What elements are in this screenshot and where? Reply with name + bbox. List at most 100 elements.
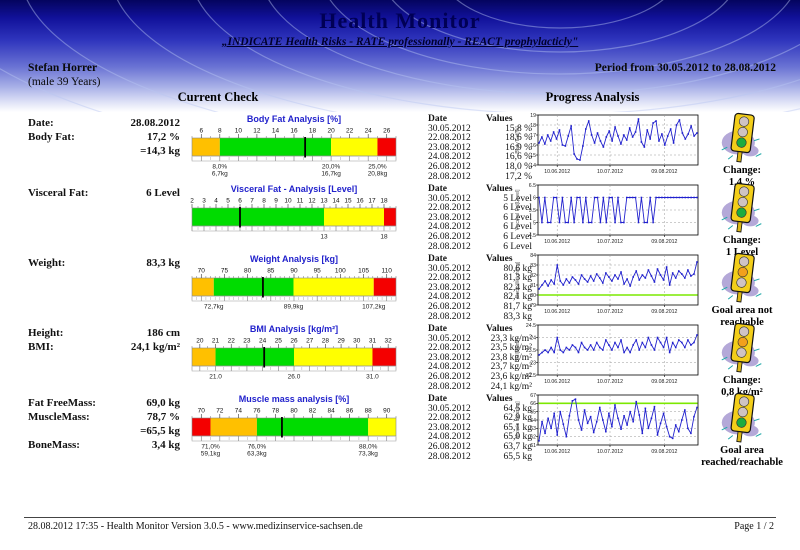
svg-text:100: 100	[335, 268, 346, 275]
values-table: Date Values 30.05.2012 5 Level 22.08.2012 6…	[428, 184, 532, 253]
traffic-light: Change: 0,8 kg/m²	[692, 322, 792, 398]
table-body: 30.05.2012 80,6 kg 22.08.2012 81,3 kg 23.08.…	[428, 263, 533, 323]
footer-divider	[24, 517, 776, 518]
table-header-values: Values	[486, 114, 513, 124]
progress-chart: 4.5 5 5.5 6 6.5 10.06.2012 10.07.2012 09.08.201…	[514, 183, 702, 251]
svg-text:90: 90	[290, 268, 298, 275]
table-cell-date: 30.05.2012	[428, 333, 471, 344]
table-header-date: Date	[428, 184, 447, 194]
svg-text:82: 82	[309, 408, 317, 415]
measure-value: 28.08.2012	[130, 117, 181, 129]
table-row: 23.08.2012 82,4 kg	[428, 282, 532, 294]
table-cell-date: 30.05.2012	[428, 123, 471, 134]
gauge-scale: 70 75 80 85 90 95 100 105 110 72,7kg 89,9kg 107,2kg	[191, 268, 397, 311]
table-cell-value: 23,6 kg/m²	[490, 371, 532, 382]
table-cell-date: 30.05.2012	[428, 403, 471, 414]
svg-text:6: 6	[533, 195, 536, 201]
table-cell-value: 81,3 kg	[503, 273, 533, 284]
measure-label: Height:	[28, 327, 64, 339]
svg-text:10.07.2012: 10.07.2012	[597, 449, 623, 455]
svg-text:30: 30	[353, 338, 361, 345]
table-row: 22.08.2012 18,6 %	[428, 134, 532, 144]
table-row: 23.08.2012 6 Level	[428, 212, 532, 224]
table-cell-date: 23.08.2012	[428, 352, 471, 363]
svg-text:7: 7	[250, 198, 254, 205]
gauge: Body Fat Analysis [%] 6 8 10 12 14 16 18 20 22 24…	[186, 114, 402, 177]
svg-text:74: 74	[235, 408, 243, 415]
svg-text:28: 28	[322, 338, 330, 345]
svg-text:26: 26	[383, 128, 391, 135]
svg-text:Muscle Mass[kg]: Muscle Mass[kg]	[515, 401, 521, 439]
svg-text:18: 18	[309, 128, 317, 135]
svg-text:80: 80	[290, 408, 298, 415]
svg-text:10.06.2012: 10.06.2012	[544, 309, 570, 315]
svg-text:17: 17	[530, 133, 536, 139]
traffic-light-caption: Goal area reached/reachable	[692, 445, 792, 468]
table-cell-date: 22.08.2012	[428, 343, 471, 354]
table-row: 26.08.2012 18,0 %	[428, 162, 532, 173]
svg-text:10: 10	[284, 198, 292, 205]
svg-text:64: 64	[530, 418, 536, 424]
table-row: 30.05.2012 23,3 kg/m²	[428, 333, 532, 345]
svg-text:20: 20	[196, 338, 204, 345]
table-row: 30.05.2012 5 Level	[428, 194, 532, 205]
traffic-light-caption-line: Goal area	[720, 445, 764, 456]
measure-value: 3,4 kg	[151, 439, 180, 451]
traffic-light-caption: Goal area not reachable	[692, 305, 792, 328]
svg-text:19: 19	[530, 113, 536, 119]
table-cell-value: 6 Level	[503, 231, 532, 242]
table-row: 30.05.2012 15,8 %	[428, 123, 532, 135]
header-arcs-decoration	[0, 0, 800, 112]
table-cell-value: 6 Level	[503, 212, 532, 223]
table-header-values: Values	[486, 324, 513, 334]
gauge-title: Visceral Fat - Analysis [Level]	[230, 184, 358, 194]
table-body: 30.05.2012 64,5 kg 22.08.2012 62,9 kg 23.08.…	[428, 403, 532, 463]
svg-text:09.08.2012: 09.08.2012	[651, 449, 677, 455]
svg-text:75: 75	[221, 268, 229, 275]
table-header-date: Date	[428, 114, 447, 124]
traffic-light-caption: Change: 0,8 kg/m²	[692, 375, 792, 398]
svg-text:20: 20	[327, 128, 335, 135]
table-header-date: Date	[428, 324, 447, 334]
table-cell-date: 23.08.2012	[428, 422, 471, 433]
table-cell-date: 23.08.2012	[428, 282, 471, 293]
svg-text:80: 80	[530, 293, 536, 299]
measure-label-line: Fat FreeMass: 69,0 kg	[28, 396, 180, 410]
table-header-date: Date	[428, 254, 447, 264]
measure-label-line: Height: 186 cm	[28, 326, 180, 340]
table-row: 26.08.2012 81,7 kg	[428, 302, 532, 313]
table-cell-date: 28.08.2012	[428, 451, 471, 462]
svg-text:23: 23	[530, 360, 536, 366]
svg-text:10.07.2012: 10.07.2012	[597, 169, 623, 175]
report-header: Health Monitor „INDICATE Health Risks - …	[0, 0, 800, 112]
progress-chart: 79 80 81 82 83 84 10.06.2012 10.07.2012 09.08.20…	[514, 253, 702, 321]
svg-text:63,3kg: 63,3kg	[247, 451, 267, 458]
table-cell-value: 80,6 kg	[503, 263, 533, 274]
gauge-title: Weight Analysis [kg]	[249, 254, 338, 264]
values-table: Date Values 30.05.2012 23,3 kg/m² 22.08.20…	[428, 324, 532, 392]
measure-label: Weight:	[28, 257, 66, 269]
measure-label-line: Date: 28.08.2012	[28, 116, 180, 130]
values-table: Date Values 30.05.2012 80,6 kg 22.08.2012 8…	[428, 254, 533, 323]
svg-text:21.0: 21.0	[209, 374, 222, 381]
table-row: 28.08.2012 6 Level	[428, 242, 532, 253]
measure-label: MuscleMass:	[28, 411, 90, 423]
gauge-title: Muscle mass analysis [%]	[238, 394, 350, 404]
svg-text:6.5: 6.5	[529, 183, 536, 189]
measure-value: =65,5 kg	[140, 425, 180, 437]
table-header-values: Values	[486, 394, 513, 404]
row-weight: Weight: 83,3 kg Weight Analysis [kg] 70 75…	[0, 252, 800, 328]
traffic-light-caption-line: reached/reachable	[701, 456, 783, 468]
traffic-light-caption-line: 1,4 %	[728, 176, 756, 188]
svg-text:59,1kg: 59,1kg	[201, 451, 221, 458]
table-cell-value: 23,3 kg/m²	[490, 333, 532, 344]
table-header-row: Date Values	[428, 184, 532, 195]
table-row: 30.05.2012 64,5 kg	[428, 403, 532, 415]
svg-text:14: 14	[530, 163, 536, 169]
measure-label: Body Fat:	[28, 131, 75, 143]
svg-text:2: 2	[190, 198, 194, 205]
svg-text:61: 61	[530, 443, 536, 449]
gauge-title: Body Fat Analysis [%]	[246, 114, 342, 124]
table-cell-date: 24.08.2012	[428, 222, 471, 233]
table-cell-value: 24,1 kg/m²	[490, 381, 532, 392]
